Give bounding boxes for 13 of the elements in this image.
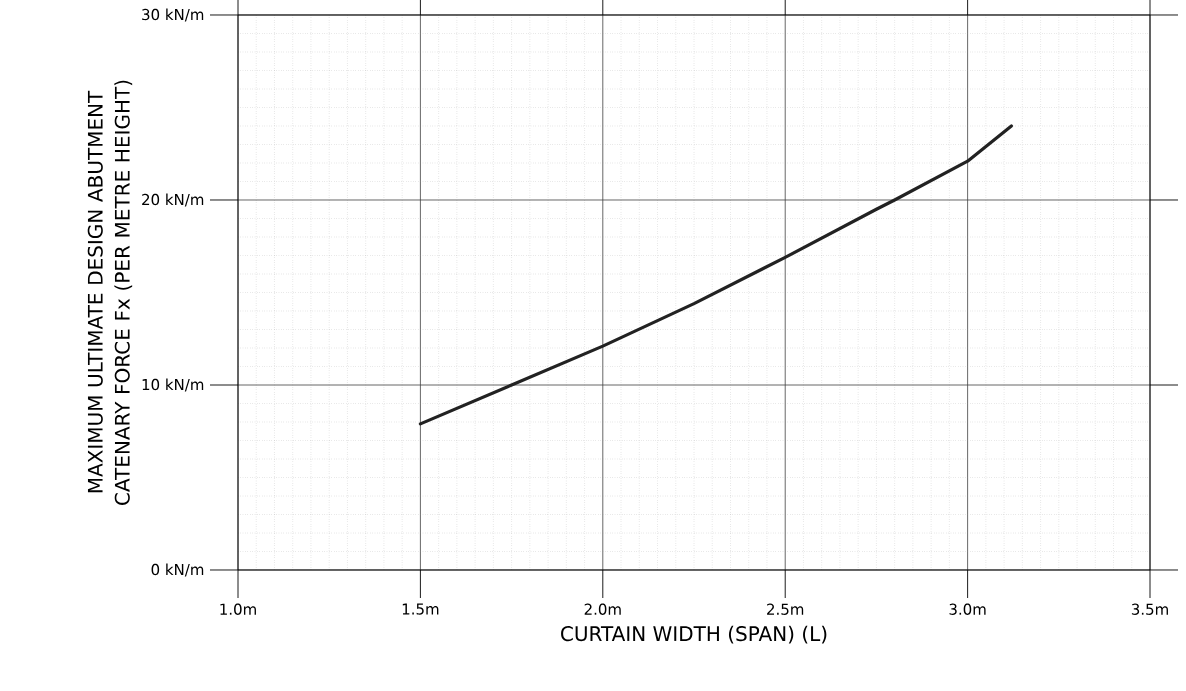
x-axis-title: CURTAIN WIDTH (SPAN) (L) [561, 625, 827, 644]
y-tick-label: 10 kN/m [142, 378, 204, 392]
x-tick-label: 1.0m [220, 603, 256, 615]
line-series [418, 124, 1013, 426]
x-tick-label: 1.5m [402, 603, 439, 615]
x-tick-label: 2.5m [767, 603, 804, 615]
y-tick-label: 30 kN/m [142, 8, 204, 22]
y-tick-label: 0 kN/m [151, 563, 204, 577]
x-tick-label: 3.5m [1131, 603, 1168, 615]
x-tick-label: 2.0m [584, 603, 621, 615]
x-tick-label: 3.0m [949, 603, 986, 615]
y-tick-label: 20 kN/m [142, 193, 204, 207]
y-axis-title: MAXIMUM ULTIMATE DESIGN ABUTMENT CATENARY FORCE Fx (PER METRE HEIGHT) [87, 80, 133, 505]
